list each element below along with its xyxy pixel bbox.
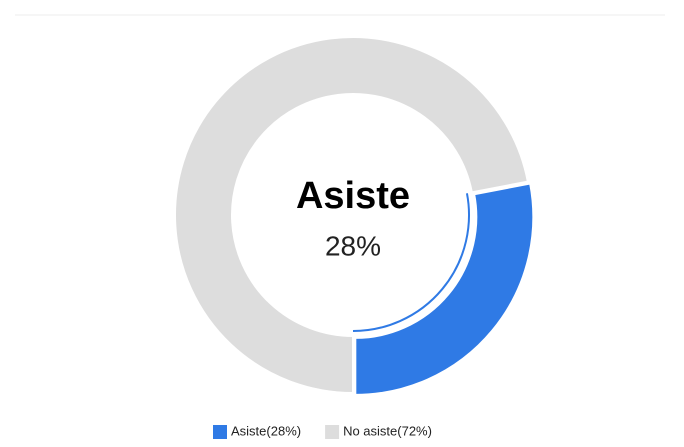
donut-slice xyxy=(354,182,535,396)
donut-slice xyxy=(174,36,530,395)
center-value: 28% xyxy=(325,230,381,261)
slice-highlight xyxy=(352,193,470,332)
legend-swatch xyxy=(213,425,227,439)
center-title: Asiste xyxy=(296,175,410,217)
legend-label: No asiste(72%) xyxy=(343,423,432,438)
legend-swatch xyxy=(325,425,340,439)
legend-label: Asiste(28%) xyxy=(231,423,301,438)
